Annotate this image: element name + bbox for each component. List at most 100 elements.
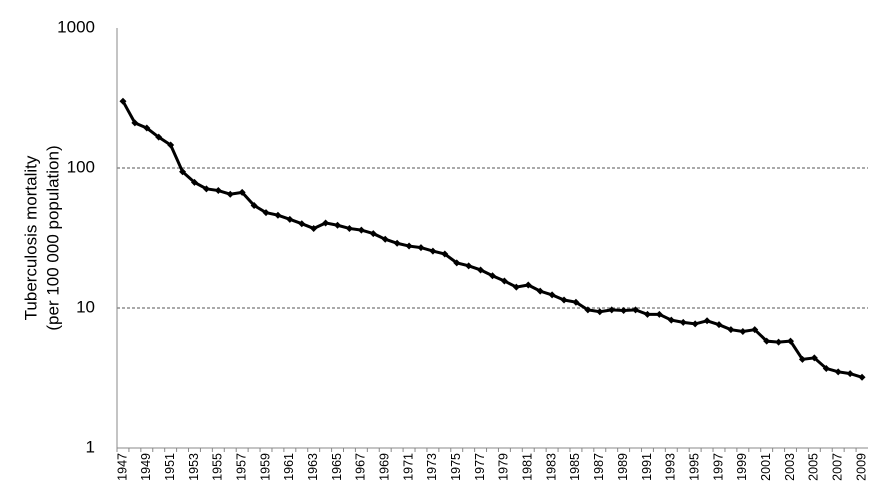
- data-marker: [846, 370, 854, 378]
- x-tick-label: 1961: [282, 453, 296, 481]
- data-marker: [512, 283, 520, 291]
- data-marker: [489, 272, 496, 280]
- data-marker: [810, 354, 818, 362]
- data-marker: [393, 239, 401, 247]
- x-tick-label: 1967: [354, 453, 368, 481]
- data-marker: [405, 242, 413, 250]
- x-tick-label: 1953: [187, 453, 201, 481]
- data-marker: [274, 211, 282, 219]
- x-tick-label: 1993: [664, 453, 678, 481]
- data-marker: [381, 235, 389, 243]
- x-tick-label: 2001: [759, 453, 773, 481]
- data-marker: [679, 318, 687, 326]
- data-marker: [465, 262, 473, 270]
- data-marker: [477, 266, 485, 274]
- x-tick-label: 2007: [830, 453, 844, 481]
- data-marker: [286, 215, 294, 223]
- x-tick-label: 1997: [711, 453, 725, 481]
- x-tick-label: 1979: [497, 453, 511, 481]
- data-marker: [787, 337, 795, 345]
- data-marker: [453, 259, 461, 267]
- data-marker: [298, 220, 306, 228]
- x-tick-label: 1969: [378, 453, 392, 481]
- x-tick-label: 1991: [640, 453, 654, 481]
- data-marker: [834, 368, 842, 376]
- data-marker: [822, 364, 830, 372]
- data-marker: [369, 230, 377, 238]
- x-tick-label: 1987: [592, 453, 606, 481]
- x-tick-label: 1977: [473, 453, 487, 481]
- data-marker: [632, 306, 640, 314]
- data-marker: [620, 306, 628, 314]
- x-tick-label: 1995: [687, 453, 701, 481]
- x-tick-label: 2009: [854, 453, 868, 481]
- y-tick-label: 100: [67, 157, 95, 176]
- data-marker: [667, 316, 675, 324]
- data-marker: [500, 277, 508, 285]
- data-marker: [798, 355, 806, 363]
- y-tick-label: 1: [86, 437, 95, 456]
- data-marker: [858, 373, 866, 381]
- data-marker: [322, 219, 330, 227]
- data-marker: [179, 168, 187, 176]
- data-marker: [119, 97, 127, 105]
- x-tick-label: 1985: [568, 453, 582, 481]
- data-marker: [345, 224, 353, 232]
- data-marker: [441, 250, 449, 258]
- y-tick-label: 1000: [57, 17, 95, 36]
- x-tick-label: 1949: [139, 453, 153, 481]
- x-tick-label: 2003: [783, 453, 797, 481]
- y-tick-label: 10: [76, 297, 95, 316]
- data-marker: [584, 306, 592, 314]
- x-tick-label: 1975: [449, 453, 463, 481]
- x-tick-label: 1951: [163, 453, 177, 481]
- data-marker: [608, 306, 616, 314]
- y-axis-label: Tuberculosis mortality: [21, 155, 40, 320]
- data-marker: [739, 327, 747, 335]
- data-marker: [643, 310, 651, 318]
- x-tick-label: 1999: [735, 453, 749, 481]
- data-marker: [703, 317, 711, 325]
- x-tick-label: 1955: [211, 453, 225, 481]
- data-marker: [429, 247, 437, 255]
- data-marker: [655, 310, 663, 318]
- data-marker: [226, 190, 234, 198]
- data-marker: [214, 187, 222, 195]
- data-marker: [310, 224, 318, 232]
- x-tick-label: 1989: [616, 453, 630, 481]
- data-marker: [548, 291, 556, 299]
- data-marker: [572, 298, 580, 306]
- data-marker: [524, 281, 532, 289]
- x-tick-label: 1981: [521, 453, 535, 481]
- x-tick-label: 1959: [258, 453, 272, 481]
- x-tick-label: 1965: [330, 453, 344, 481]
- data-marker: [357, 226, 365, 234]
- data-marker: [417, 244, 425, 252]
- x-tick-label: 1963: [306, 453, 320, 481]
- data-marker: [715, 321, 723, 329]
- data-marker: [560, 296, 568, 304]
- data-marker: [691, 320, 699, 328]
- data-marker: [250, 201, 258, 209]
- data-marker: [536, 287, 544, 295]
- x-tick-label: 1957: [234, 453, 248, 481]
- x-tick-label: 1973: [425, 453, 439, 481]
- data-marker: [238, 188, 246, 196]
- data-marker: [775, 338, 783, 346]
- data-marker: [167, 141, 175, 149]
- x-tick-label: 1971: [401, 453, 415, 481]
- y-axis-label: (per 100 000 population): [43, 145, 62, 330]
- data-marker: [751, 326, 759, 334]
- data-marker: [262, 209, 270, 217]
- x-tick-label: 1983: [544, 453, 558, 481]
- data-marker: [596, 308, 604, 316]
- data-marker: [727, 326, 735, 334]
- x-tick-label: 1947: [115, 453, 129, 481]
- data-marker: [155, 133, 163, 141]
- data-marker: [202, 185, 210, 193]
- data-line: [121, 100, 863, 379]
- x-tick-label: 2005: [807, 453, 821, 481]
- data-marker: [131, 119, 139, 127]
- data-marker: [190, 178, 198, 186]
